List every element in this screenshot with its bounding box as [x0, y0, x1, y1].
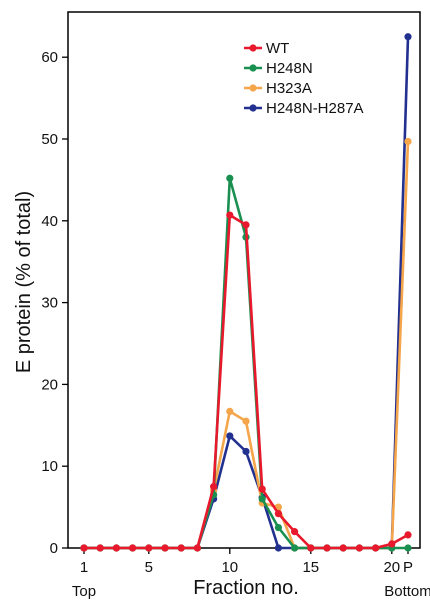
x-tick-label-10: 10 — [221, 559, 238, 576]
data-point-wt-16 — [323, 544, 331, 552]
data-point-wt-20 — [388, 540, 396, 548]
data-point-wt-5 — [145, 544, 153, 552]
y-axis: 0 10 20 30 40 50 60 — [41, 49, 68, 557]
annotation-bottom: Bottom — [384, 583, 430, 600]
data-point-h248n-10 — [226, 174, 234, 182]
legend-item-h323a: H323A — [244, 80, 312, 97]
plot-frame — [67, 11, 421, 549]
data-point-h248n-14 — [291, 544, 299, 552]
y-tick-label-10: 10 — [41, 458, 58, 475]
data-point-wt-15 — [307, 544, 315, 552]
legend-label-wt: WT — [266, 40, 289, 57]
legend-label-h248n-h287a: H248N-H287A — [266, 100, 364, 117]
legend-item-h248n-h287a: H248N-H287A — [244, 100, 364, 117]
data-point-wt-14 — [291, 528, 299, 536]
x-axis-title: Fraction no. — [193, 577, 299, 599]
data-point-h248n-h287a-21 — [404, 33, 412, 41]
data-point-wt-9 — [210, 483, 218, 491]
data-point-wt-21 — [404, 531, 412, 539]
y-tick-label-60: 60 — [41, 49, 58, 66]
annotation-top: Top — [72, 583, 96, 600]
data-point-h323a-10 — [226, 407, 234, 415]
annotations: Top Bottom — [72, 583, 430, 600]
x-tick-label-P: P — [403, 559, 413, 576]
data-point-h248n-13 — [274, 523, 282, 532]
data-point-h323a-21 — [404, 137, 412, 146]
series-wt — [80, 211, 412, 552]
data-point-wt-3 — [112, 544, 120, 552]
data-point-wt-13 — [274, 510, 282, 518]
legend-marker-h248n — [249, 64, 257, 72]
y-tick-label-50: 50 — [41, 131, 58, 148]
legend-marker-h248n-h287a — [249, 104, 257, 112]
data-point-wt-19 — [372, 544, 380, 552]
data-point-wt-12 — [258, 485, 266, 493]
legend-label-h248n: H248N — [266, 60, 313, 77]
data-point-wt-4 — [129, 544, 137, 552]
y-tick-label-0: 0 — [50, 540, 58, 557]
data-point-wt-8 — [193, 544, 201, 552]
data-point-wt-1 — [80, 544, 88, 552]
legend-item-wt: WT — [244, 40, 289, 57]
x-axis: 1 5 10 15 20 P — [80, 548, 413, 576]
data-point-wt-6 — [161, 544, 169, 552]
x-tick-label-15: 15 — [302, 559, 319, 576]
x-tick-label-20: 20 — [383, 559, 400, 576]
data-point-wt-18 — [355, 544, 363, 552]
x-tick-label-1: 1 — [80, 559, 88, 576]
data-point-wt-11 — [242, 221, 250, 229]
data-point-h248n-h287a-11 — [242, 447, 250, 456]
y-tick-label-30: 30 — [41, 295, 58, 312]
series-h323a — [80, 137, 412, 552]
y-tick-label-20: 20 — [41, 376, 58, 393]
y-axis-title: E protein (% of total) — [13, 191, 35, 373]
data-point-wt-10 — [226, 211, 234, 219]
data-point-h248n-h287a-13 — [274, 544, 282, 552]
legend-marker-wt — [249, 44, 257, 52]
data-point-wt-2 — [96, 544, 104, 552]
data-point-h248n-21 — [404, 544, 412, 552]
y-tick-label-40: 40 — [41, 213, 58, 230]
legend: WT H248N H323A H248N-H287A — [244, 40, 364, 117]
legend-marker-h323a — [249, 84, 257, 92]
data-point-h248n-12 — [258, 495, 266, 503]
x-tick-label-5: 5 — [145, 559, 153, 576]
series-line-wt — [84, 213, 409, 550]
data-point-h323a-11 — [242, 417, 250, 425]
legend-item-h248n: H248N — [244, 60, 313, 77]
data-point-wt-17 — [339, 544, 347, 552]
series-layer — [80, 33, 412, 552]
data-point-h248n-h287a-10 — [226, 432, 234, 440]
series-line-h323a — [84, 141, 410, 550]
legend-label-h323a: H323A — [266, 80, 312, 97]
data-point-wt-7 — [177, 544, 185, 552]
